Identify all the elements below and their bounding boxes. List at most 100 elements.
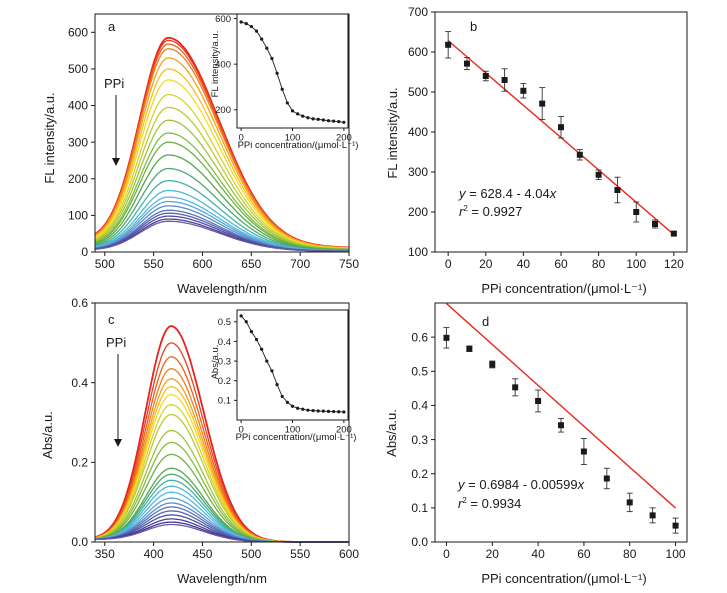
panel-a-xtick-label: 600 (192, 257, 212, 271)
panel-a-ytick-label: 400 (68, 99, 88, 113)
panel-c-inset: 0 100 200 0.1 0.2 0.3 0.4 0.5 PPi concentration… (210, 309, 356, 443)
panel-d-xtick-label: 60 (577, 547, 591, 561)
panel-c-inset-point (337, 410, 341, 414)
panel-a-inset-point (301, 114, 305, 118)
panel-d-letter: d (482, 314, 489, 329)
panel-c-annotation: PPi (106, 335, 126, 350)
panel-b-plot (445, 31, 677, 237)
panel-c-letter: c (108, 312, 115, 327)
panel-c-inset-point (311, 408, 315, 413)
panel-b-data-point (445, 41, 452, 48)
panel-d-eq-body: = 0.6984 - 0.00599 (465, 477, 578, 492)
panel-c-inset-point (316, 409, 320, 413)
panel-b-data-point (482, 73, 489, 79)
panel-a-inset-point (290, 109, 295, 113)
panel-d-r2: r2 = 0.9934 (458, 496, 521, 511)
panel-b-ytick-label: 600 (408, 45, 428, 59)
spectrum-line-15 (94, 179, 349, 252)
panel-a-inset-xlabel: PPi concentration/(μmol·L⁻¹) (238, 140, 359, 151)
panel-d-r2-r: r (458, 496, 463, 511)
panel-a-inset-point (316, 117, 320, 121)
panel-a-inset-point (260, 37, 264, 41)
panel-d-ytick-label: 0.1 (411, 501, 428, 515)
panel-c-inset-point (239, 314, 243, 318)
panel-b-r2: r2 = 0.9927 (459, 204, 522, 219)
panel-a-inset-point (342, 120, 346, 124)
panel-b-xtick-label: 40 (517, 257, 531, 271)
panel-c-inset-point (249, 330, 253, 334)
panel-d-xtick-label: 40 (531, 547, 545, 561)
panel-c-inset-xtick-label: 0 (238, 425, 243, 436)
panel-d-ytick-label: 0.5 (411, 364, 428, 378)
panel-a-inset-point (280, 87, 284, 91)
panel-d-xtick-label: 80 (623, 547, 637, 561)
panel-b-xtick-label: 60 (554, 257, 568, 271)
panel-b-ytick-label: 700 (408, 5, 428, 19)
panel-d-ytick-label: 0.3 (411, 433, 428, 447)
panel-c-inset-point (285, 400, 289, 404)
panel-a-letter: a (108, 19, 116, 34)
panel-d-data-point (512, 384, 519, 391)
panel-a-ytick-label: 100 (68, 209, 88, 223)
panel-c-inset-point (275, 383, 279, 387)
panel-b-xlabel: PPi concentration/(μmol·L⁻¹) (481, 281, 646, 296)
panel-a-arrow-head (112, 158, 120, 166)
panel-d-r2-sup: 2 (462, 496, 467, 505)
panel-d-data-point (558, 422, 564, 429)
panel-d-xtick-label: 20 (486, 547, 500, 561)
panel-b-r2-r: r (459, 204, 464, 219)
panel-b-xtick-label: 0 (445, 257, 452, 271)
panel-d-ytick-label: 0.0 (411, 535, 428, 549)
panel-a-inset-axes: 0 100 200 200 400 600 (215, 13, 352, 144)
panel-b-ytick-label: 200 (408, 205, 428, 219)
panel-a-inset-point (337, 120, 341, 124)
panel-b-r2-body: = 0.9927 (468, 204, 523, 219)
panel-b-equation: y = 628.4 - 4.04x (458, 186, 557, 201)
panel-d-ytick-label: 0.6 (411, 330, 428, 344)
panel-c-inset-ylabel: Abs/a.u. (210, 345, 221, 380)
panel-d-data-point (580, 448, 587, 455)
panel-c-xtick-label: 600 (339, 547, 359, 561)
panel-d-eq-x: x (577, 477, 585, 492)
panel-a-inset: 0 100 200 200 400 600 PPi concentration/(μmol… (210, 13, 359, 151)
panel-d-axes: 0 20 40 60 80 100 0.0 0.1 0.2 0.3 0.4 0.5 0.6 (411, 302, 688, 561)
panel-a-inset-point (265, 46, 269, 50)
panel-a-axes: 500 550 600 650 700 750 0 100 200 300 400 500 600 (68, 13, 359, 271)
panel-b-eq-y: y (458, 186, 467, 201)
panel-c-xlabel: Wavelength/nm (177, 571, 267, 586)
panel-c-inset-point (265, 359, 269, 363)
panel-c-inset-point (306, 408, 310, 412)
panel-b-letter: b (470, 19, 477, 34)
panel-b-data-point (652, 221, 659, 227)
spectrum-line-24 (94, 220, 349, 252)
panel-d-eq-y: y (457, 477, 466, 492)
panel-c-xtick-label: 350 (95, 547, 115, 561)
panel-b-data-point (576, 151, 583, 158)
panel-a-inset-xtick-label: 200 (336, 133, 352, 144)
panel-b-data-point (614, 187, 621, 193)
panel-c-inset-point (342, 410, 346, 414)
panel-c-inset-ytick-label: 0.4 (218, 337, 231, 348)
panel-b-data-point (463, 60, 470, 67)
panel-c-inset-point (244, 320, 248, 324)
panel-a-frame (94, 13, 350, 253)
panel-c-xtick-label: 500 (241, 547, 261, 561)
panel-a-inset-ytick-label: 400 (215, 59, 231, 70)
panel-a-xtick-label: 500 (95, 257, 115, 271)
panel-d-xlabel: PPi concentration/(μmol·L⁻¹) (481, 571, 646, 586)
panel-a-ytick-label: 0 (81, 245, 88, 259)
panel-b-axes: 0 20 40 60 80 100 120 100 200 300 400 500 600 700 (408, 5, 688, 271)
panel-c-inset-ytick-label: 0.5 (218, 317, 231, 328)
panel-d-plot (443, 303, 679, 534)
panel-c-inset-ytick-label: 0.1 (218, 396, 231, 407)
panel-a-spectra (94, 36, 350, 252)
panel-c-ytick-label: 0.6 (71, 296, 88, 310)
panel-b-data-point (539, 100, 546, 107)
panel-a-ytick-label: 200 (68, 172, 88, 186)
panel-c-inset-xtick-label: 100 (285, 425, 301, 436)
panel-c-ylabel: Abs/a.u. (40, 411, 55, 459)
panel-c-axes: 350 400 450 500 550 600 0.0 0.2 0.4 0.6 (71, 296, 359, 561)
panel-a-inset-point (296, 112, 300, 116)
panel-a-inset-point (311, 117, 315, 121)
